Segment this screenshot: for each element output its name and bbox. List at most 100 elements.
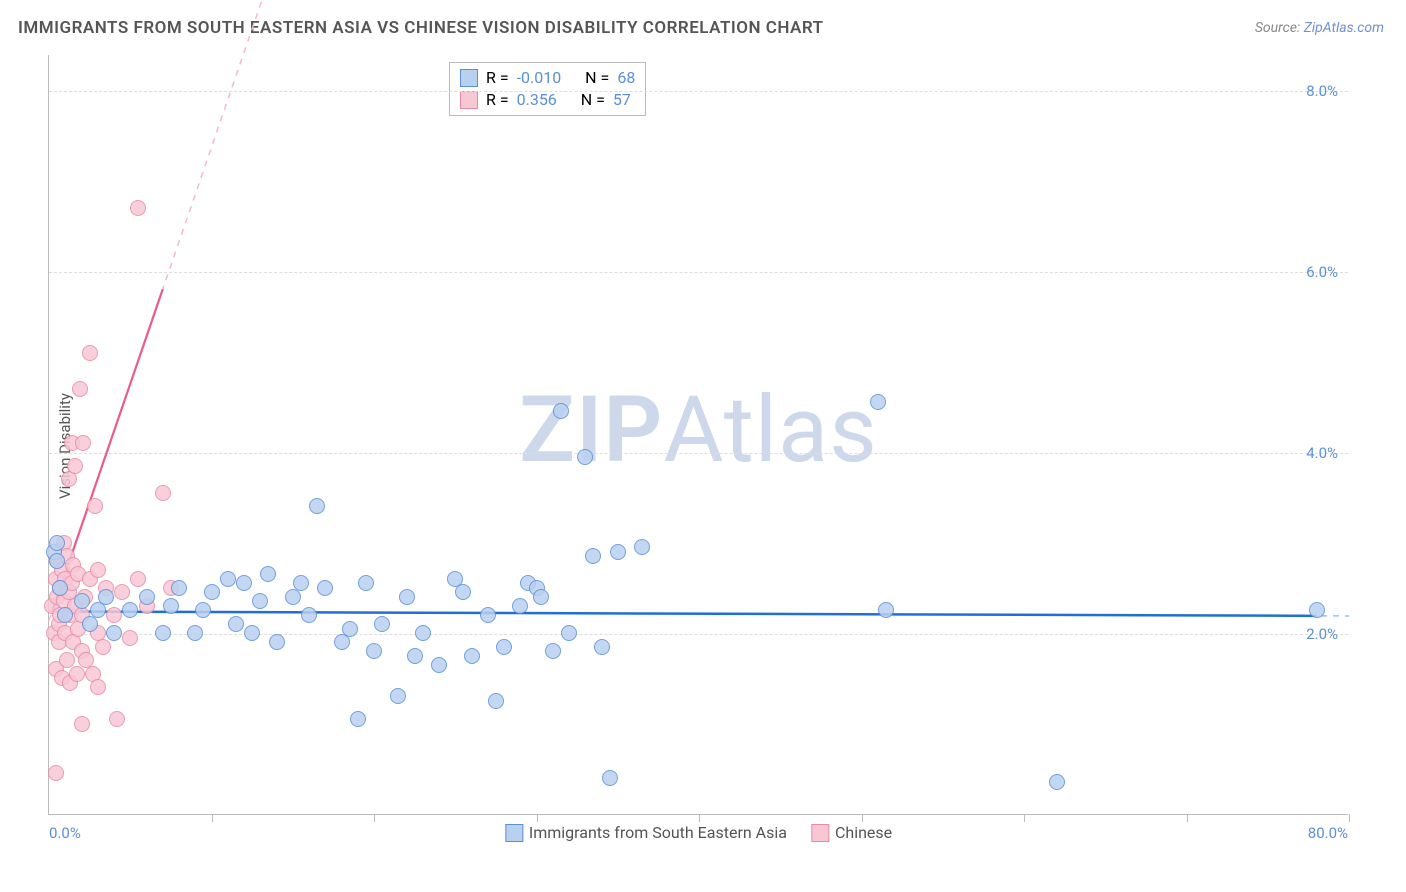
data-point bbox=[252, 593, 268, 609]
data-point bbox=[82, 345, 98, 361]
data-point bbox=[350, 711, 366, 727]
data-point bbox=[75, 435, 91, 451]
source-link[interactable]: ZipAtlas.com bbox=[1304, 20, 1384, 36]
data-point bbox=[204, 584, 220, 600]
data-point bbox=[72, 381, 88, 397]
swatch-pink-icon bbox=[811, 824, 829, 842]
data-point bbox=[109, 711, 125, 727]
data-point bbox=[74, 716, 90, 732]
data-point bbox=[878, 602, 894, 618]
data-point bbox=[260, 566, 276, 582]
data-point bbox=[634, 539, 650, 555]
data-point bbox=[130, 571, 146, 587]
data-point bbox=[171, 580, 187, 596]
data-point bbox=[98, 589, 114, 605]
legend-label-blue: Immigrants from South Eastern Asia bbox=[529, 823, 787, 842]
data-point bbox=[577, 449, 593, 465]
data-point bbox=[139, 589, 155, 605]
x-axis-max-label: 80.0% bbox=[1308, 824, 1348, 842]
data-point bbox=[407, 648, 423, 664]
x-tick bbox=[862, 814, 863, 822]
x-tick bbox=[212, 814, 213, 822]
source-prefix: Source: bbox=[1255, 20, 1304, 36]
chart-title: IMMIGRANTS FROM SOUTH EASTERN ASIA VS CH… bbox=[18, 18, 824, 38]
data-point bbox=[594, 639, 610, 655]
data-point bbox=[90, 562, 106, 578]
data-point bbox=[187, 625, 203, 641]
legend-label-pink: Chinese bbox=[835, 823, 892, 842]
data-point bbox=[309, 498, 325, 514]
x-tick bbox=[537, 814, 538, 822]
data-point bbox=[57, 607, 73, 623]
data-point bbox=[399, 589, 415, 605]
source-attribution: Source: ZipAtlas.com bbox=[1255, 20, 1384, 36]
data-point bbox=[455, 584, 471, 600]
trendlines-svg bbox=[49, 55, 1349, 815]
x-axis-min-label: 0.0% bbox=[49, 824, 81, 842]
data-point bbox=[553, 403, 569, 419]
data-point bbox=[155, 485, 171, 501]
chart-container: IMMIGRANTS FROM SOUTH EASTERN ASIA VS CH… bbox=[0, 0, 1406, 892]
data-point bbox=[52, 580, 68, 596]
data-point bbox=[244, 625, 260, 641]
data-point bbox=[122, 630, 138, 646]
data-point bbox=[122, 602, 138, 618]
data-point bbox=[301, 607, 317, 623]
data-point bbox=[561, 625, 577, 641]
data-point bbox=[480, 607, 496, 623]
series-legend: Immigrants from South Eastern Asia Chine… bbox=[505, 823, 892, 842]
data-point bbox=[366, 643, 382, 659]
data-point bbox=[228, 616, 244, 632]
data-point bbox=[74, 593, 90, 609]
data-point bbox=[69, 666, 85, 682]
x-tick bbox=[1349, 814, 1350, 822]
data-point bbox=[374, 616, 390, 632]
data-point bbox=[49, 535, 65, 551]
data-point bbox=[415, 625, 431, 641]
data-point bbox=[317, 580, 333, 596]
data-point bbox=[285, 589, 301, 605]
legend-item-pink: Chinese bbox=[811, 823, 892, 842]
data-point bbox=[464, 648, 480, 664]
data-point bbox=[342, 621, 358, 637]
data-point bbox=[610, 544, 626, 560]
x-tick bbox=[1024, 814, 1025, 822]
data-point bbox=[114, 584, 130, 600]
data-point bbox=[496, 639, 512, 655]
data-point bbox=[870, 394, 886, 410]
x-tick bbox=[1187, 814, 1188, 822]
data-point bbox=[195, 602, 211, 618]
data-point bbox=[236, 575, 252, 591]
data-point bbox=[130, 200, 146, 216]
data-point bbox=[585, 548, 601, 564]
data-point bbox=[602, 770, 618, 786]
data-point bbox=[358, 575, 374, 591]
data-point bbox=[155, 625, 171, 641]
data-point bbox=[512, 598, 528, 614]
data-point bbox=[545, 643, 561, 659]
data-point bbox=[334, 634, 350, 650]
data-point bbox=[488, 693, 504, 709]
data-point bbox=[82, 616, 98, 632]
data-point bbox=[106, 625, 122, 641]
plot-area: ZIPAtlas R = -0.010 N = 68 R = 0.356 N =… bbox=[48, 55, 1348, 815]
x-tick bbox=[699, 814, 700, 822]
legend-item-blue: Immigrants from South Eastern Asia bbox=[505, 823, 787, 842]
x-tick bbox=[374, 814, 375, 822]
data-point bbox=[49, 553, 65, 569]
data-point bbox=[293, 575, 309, 591]
data-point bbox=[90, 602, 106, 618]
data-point bbox=[390, 688, 406, 704]
data-point bbox=[1049, 774, 1065, 790]
data-point bbox=[220, 571, 236, 587]
data-point bbox=[533, 589, 549, 605]
data-point bbox=[269, 634, 285, 650]
data-point bbox=[1309, 602, 1325, 618]
data-point bbox=[67, 458, 83, 474]
data-point bbox=[90, 679, 106, 695]
data-point bbox=[431, 657, 447, 673]
data-point bbox=[87, 498, 103, 514]
data-point bbox=[163, 598, 179, 614]
data-point bbox=[48, 765, 64, 781]
data-point bbox=[95, 639, 111, 655]
